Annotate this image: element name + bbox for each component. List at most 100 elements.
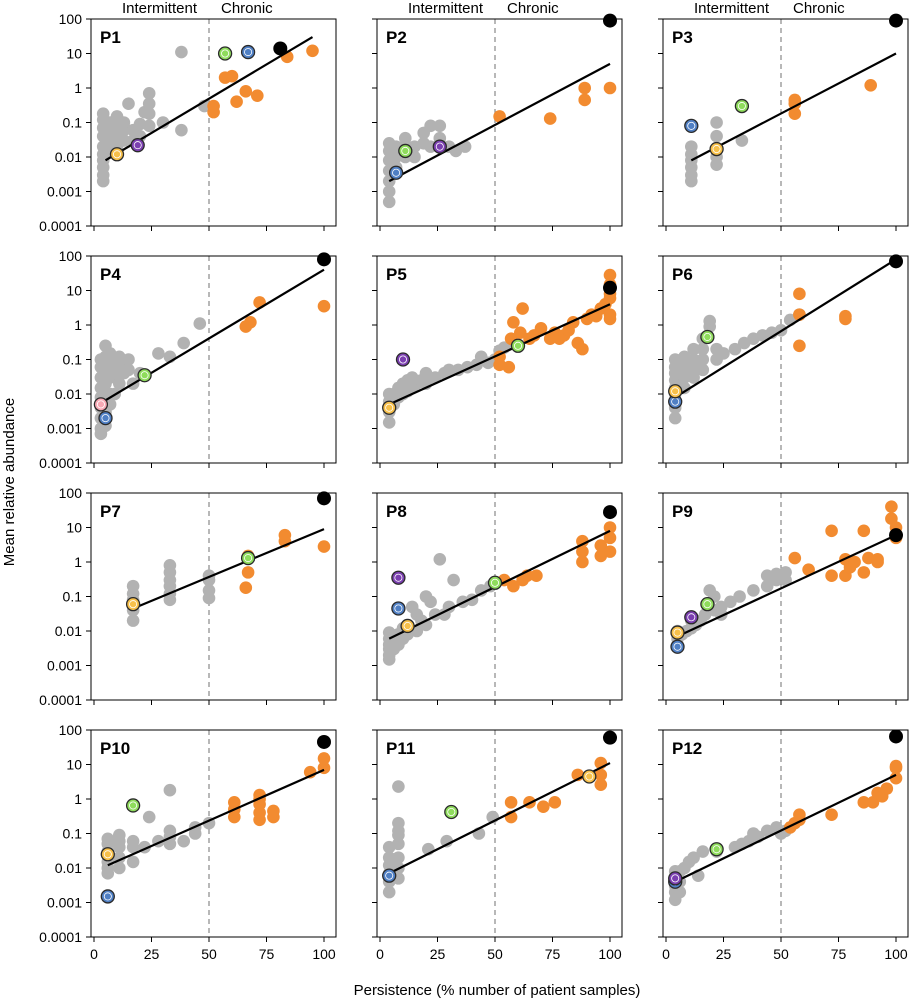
chronic-point [889,771,903,785]
purple-highlight-point [130,138,145,153]
chronic-point [548,796,562,809]
dominant-point [603,280,617,295]
y-tick-label: 1 [74,317,82,333]
intermittent-point [175,45,188,59]
intermittent-point [122,353,135,366]
green-highlight-point [510,338,526,353]
intermittent-point [142,97,156,111]
chronic-point [267,804,280,818]
chronic-point [543,112,557,125]
purple-highlight-ring [687,613,696,622]
dominant-point [603,730,617,745]
panel-p9: P9 [658,492,909,705]
green-highlight-point [700,329,715,345]
y-tick-label: 1 [74,554,82,570]
intermittent-point [177,336,190,350]
intermittent-point [113,861,126,875]
x-tick-label: 75 [545,946,561,962]
y-tick-label: 0.01 [55,386,82,402]
yellow-highlight-point [670,625,685,640]
blue-highlight-ring [244,48,253,57]
green-highlight-point [444,804,459,820]
green-highlight-ring [244,554,253,563]
intermittent-point [156,116,170,129]
chronic-point [278,528,292,542]
chronic-point [848,555,861,569]
intermittent-point [117,116,131,129]
panel-label: P7 [100,502,121,521]
yellow-highlight-ring [671,387,680,396]
y-tick-label: 0.1 [63,826,83,842]
plot-frame [376,492,623,701]
chronic-point [857,524,871,538]
yellow-highlight-point [100,847,115,862]
plot-frame [90,729,337,938]
y-tick-label: 0.0001 [39,218,82,234]
intermittent-point [710,129,723,143]
panel-p1: P1 0.0001 0.001 0.01 0.1 1 10 100 Intermittent Ch… [39,0,337,234]
y-tick-label: 0.01 [55,149,82,165]
panel-label: P8 [386,502,407,521]
chronic-point [317,299,331,313]
chronic-point [880,782,894,795]
plot-frame [376,729,623,938]
y-tick-label: 0.1 [63,115,83,131]
purple-highlight-point [668,871,683,886]
chronic-point [857,566,871,579]
y-tick-label: 0.001 [47,895,82,911]
green-highlight-ring [703,332,712,341]
intermittent-point [126,614,140,627]
x-tick-label: 0 [376,946,384,962]
green-highlight-ring [514,341,523,350]
y-tick-label: 0.0001 [39,692,82,708]
x-tick-label: 50 [773,946,789,962]
intermittent-point [728,342,742,356]
chronic-point [603,521,617,534]
y-tick-label: 0.001 [47,184,82,200]
intermittent-point [126,579,140,593]
chronic-point [534,322,548,335]
y-tick-label: 0.01 [55,623,82,639]
intermittent-point [710,116,723,129]
blue-highlight-point [100,889,115,904]
green-highlight-ring [447,807,456,816]
intermittent-point [382,185,396,198]
intermittent-point [142,810,156,824]
y-axis-title: Mean relative abundance [1,398,18,566]
blue-highlight-point [382,868,397,883]
intermittent-point [696,353,710,366]
green-highlight-ring [712,845,721,854]
purple-highlight-ring [133,141,142,150]
dominant-point [889,528,903,543]
blue-highlight-point [684,118,699,133]
purple-highlight-ring [398,355,407,364]
chronic-point [230,95,243,109]
green-highlight-ring [703,600,712,609]
fit-line [677,534,897,638]
intermittent-point [673,885,687,899]
chronic-point [504,796,518,809]
intermittent-point [747,584,760,597]
panel-label: P6 [672,265,693,284]
intermittent-point [668,411,682,425]
pink-highlight-ring [96,400,105,409]
purple-highlight-ring [671,874,680,883]
dominant-point [889,13,903,28]
panel-p8: P8 [372,492,623,705]
yellow-highlight-ring [129,600,138,609]
yellow-highlight-ring [585,772,594,781]
green-highlight-ring [221,49,230,58]
intermittent-point [382,885,396,899]
intermittent-point [142,87,156,100]
chronic-point [825,524,838,538]
chronic-point [871,552,884,566]
chronic-point [493,110,506,123]
yellow-highlight-ring [385,403,394,412]
chronic-point [317,540,331,553]
y-tick-label: 1 [74,791,82,807]
intermittent-point [113,377,126,390]
green-highlight-point [734,98,750,114]
intermittent-point [687,851,700,864]
